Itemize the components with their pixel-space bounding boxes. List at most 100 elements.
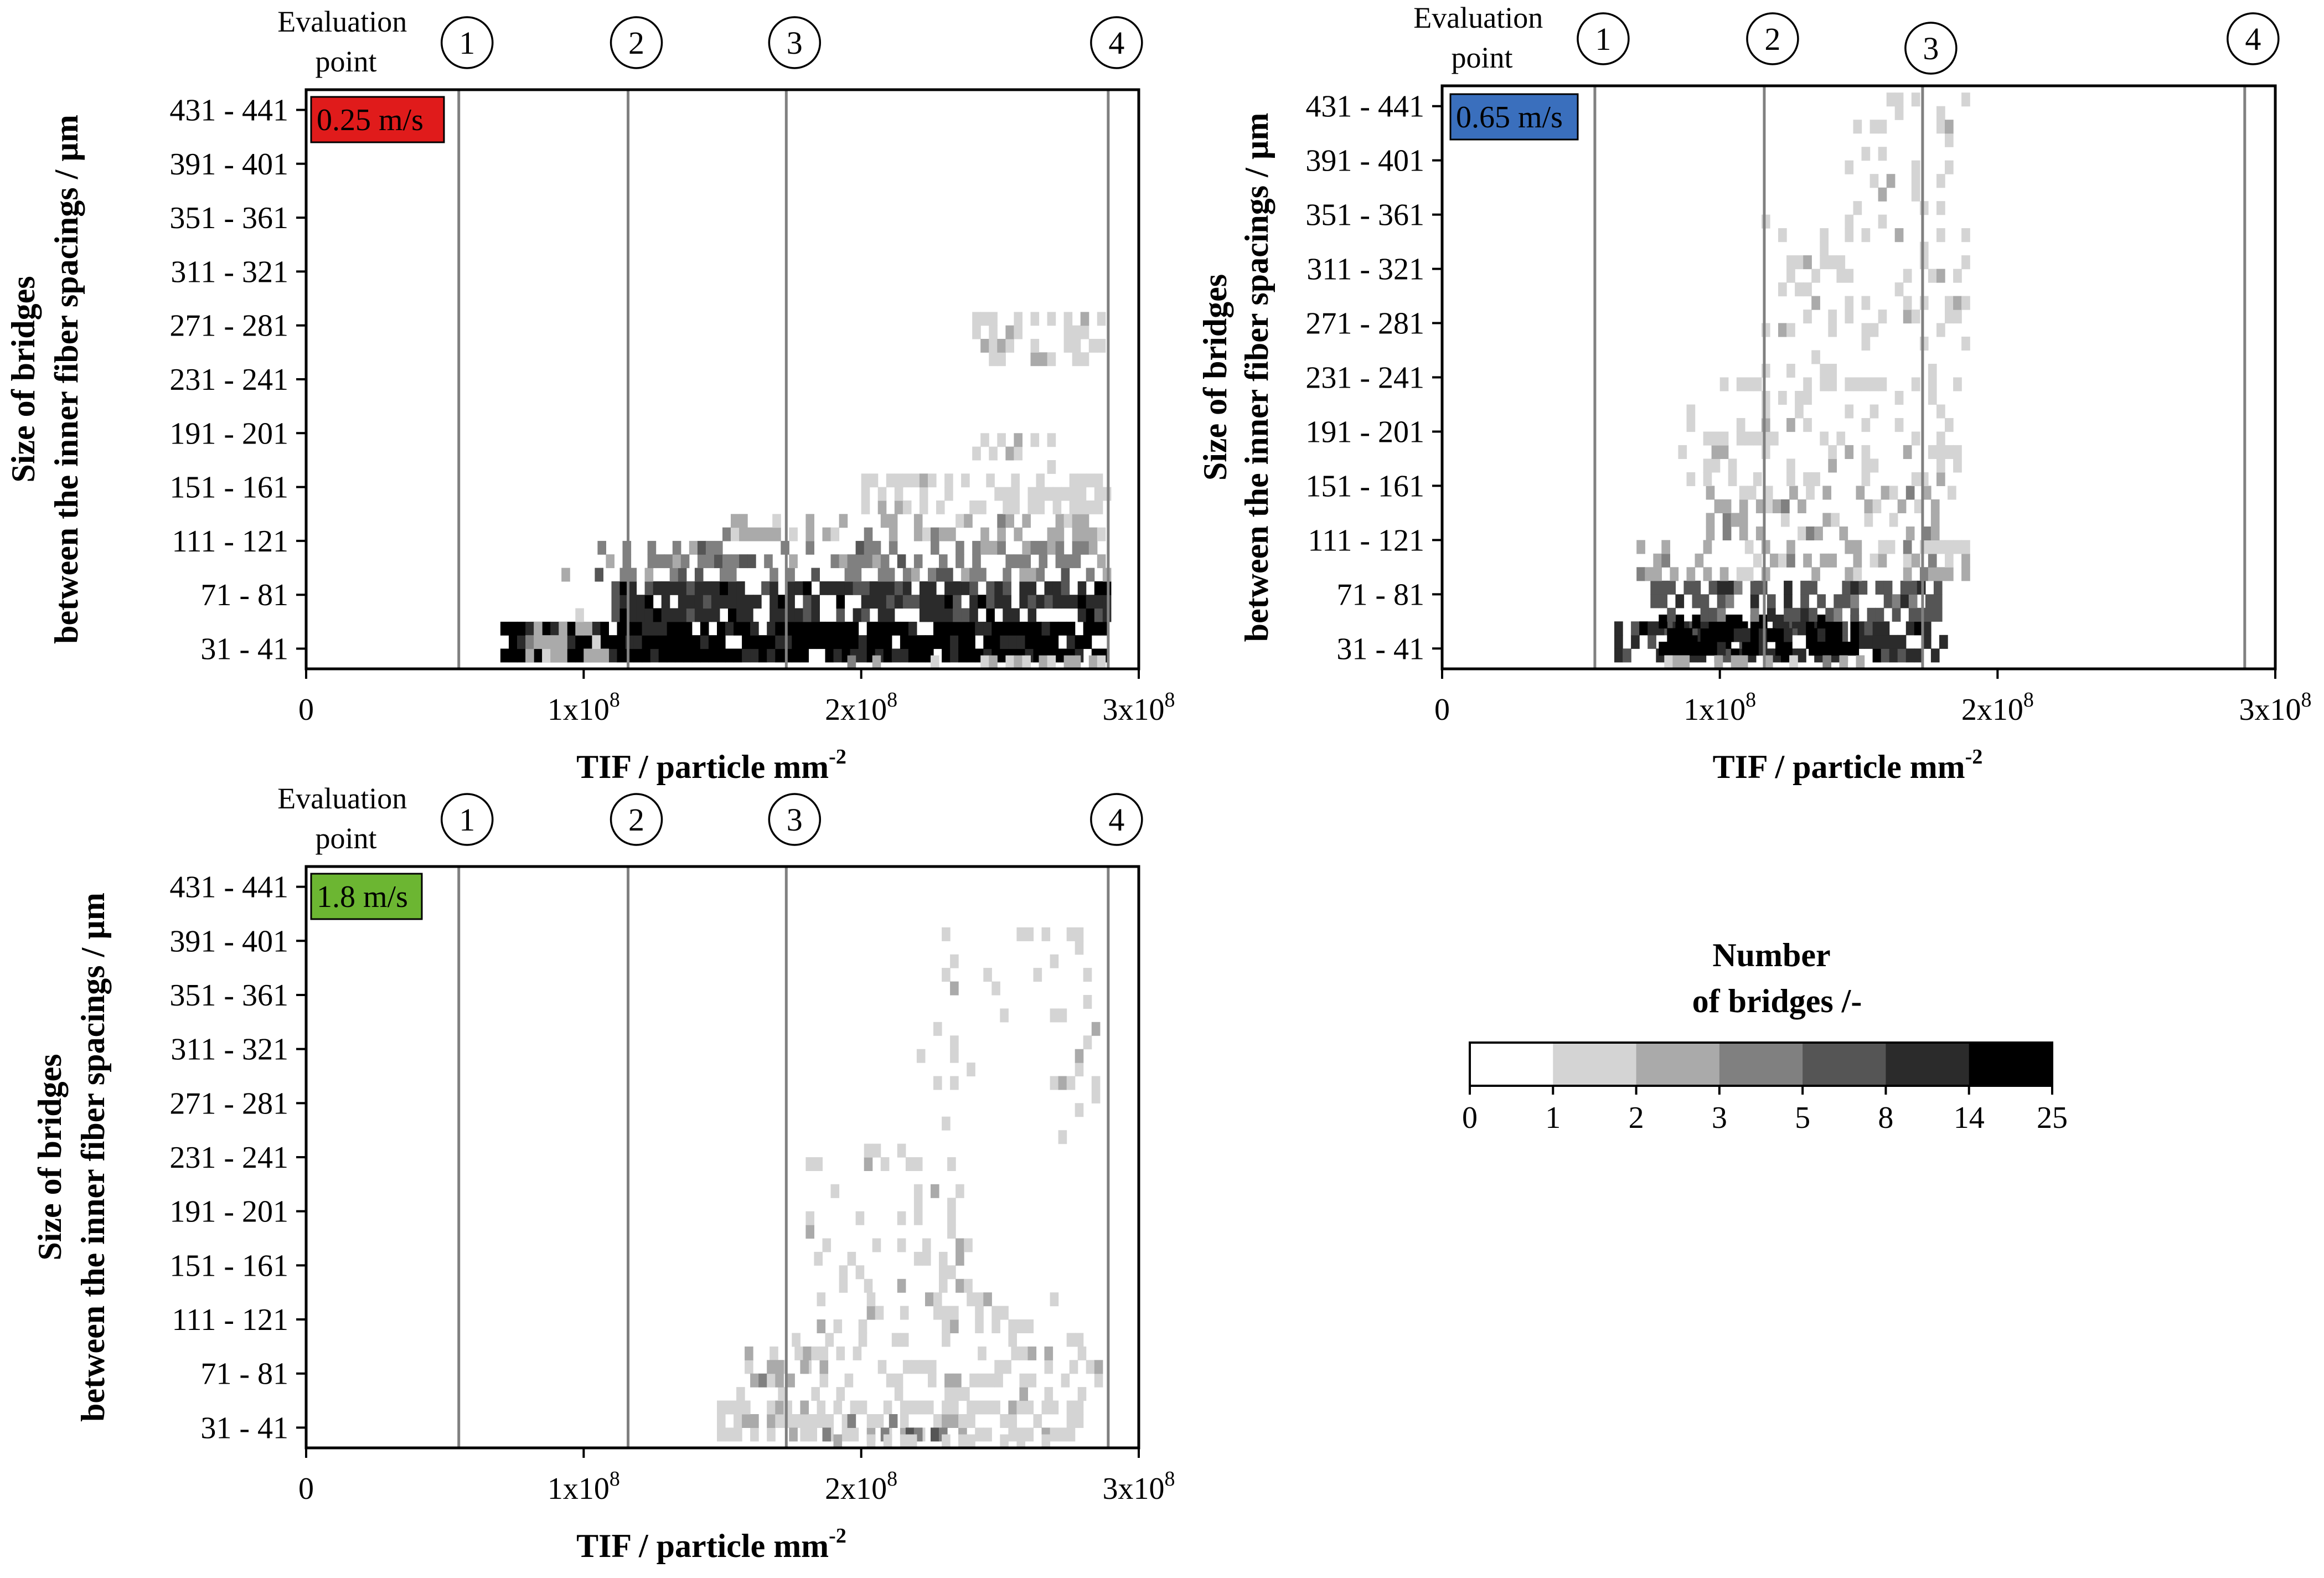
heatmap-cell xyxy=(1928,540,1937,554)
heatmap-cell xyxy=(1809,580,1817,595)
heatmap-cell xyxy=(1864,513,1873,527)
heatmap-cell xyxy=(597,540,606,555)
heatmap-cell xyxy=(1911,174,1920,188)
y-axis-title-line1: Size of bridges xyxy=(5,276,42,482)
x-tick-exponent: 8 xyxy=(2023,688,2034,711)
heatmap-cell xyxy=(606,554,614,569)
heatmap-cell xyxy=(1667,607,1676,622)
heatmap-cell xyxy=(1795,282,1804,297)
heatmap-cell xyxy=(1052,581,1062,595)
heatmap-cell xyxy=(1016,635,1025,649)
heatmap-cell xyxy=(1820,377,1829,391)
heatmap-cell xyxy=(1631,635,1640,649)
y-tick-label: 31 - 41 xyxy=(200,1411,288,1445)
heatmap-cell xyxy=(1039,655,1048,669)
heatmap-cell xyxy=(1016,927,1025,941)
heatmap-cell xyxy=(1061,1373,1070,1388)
heatmap-cell xyxy=(991,635,1000,649)
heatmap-cell xyxy=(947,1265,956,1280)
heatmap-cell xyxy=(628,595,637,609)
heatmap-cell xyxy=(1828,377,1837,391)
heatmap-cell xyxy=(1047,540,1056,555)
heatmap-cell xyxy=(783,621,792,636)
heatmap-cell xyxy=(994,1373,1003,1388)
heatmap-cell xyxy=(902,568,912,582)
heatmap-cell xyxy=(814,1251,823,1266)
heatmap-cell xyxy=(1097,527,1106,542)
evaluation-point-label: Evaluation point xyxy=(1413,1,1550,74)
heatmap-cell xyxy=(1041,1400,1051,1415)
heatmap-cell xyxy=(1086,608,1095,622)
heatmap-cell xyxy=(850,1427,859,1442)
heatmap-cell xyxy=(889,527,898,542)
x-axis-title-text: TIF / particle mm xyxy=(576,1528,829,1564)
heatmap-cell xyxy=(717,648,726,663)
heatmap-cell xyxy=(725,1427,734,1442)
heatmap-cell xyxy=(833,635,843,649)
heatmap-cell xyxy=(1027,595,1037,609)
heatmap-cell xyxy=(1019,1346,1028,1360)
heatmap-cell xyxy=(1072,352,1081,367)
heatmap-cell xyxy=(978,500,987,514)
heatmap-cell xyxy=(950,635,959,649)
y-tick-label: 31 - 41 xyxy=(200,632,288,667)
evaluation-marker-circle xyxy=(610,793,663,846)
heatmap-cell xyxy=(872,1238,881,1252)
heatmap-cell xyxy=(525,648,534,663)
x-tick-label: 1x108 xyxy=(548,1467,620,1506)
heatmap-cell xyxy=(1055,527,1065,542)
evaluation-marker-label: 3 xyxy=(787,802,803,838)
heatmap-cell xyxy=(944,595,953,609)
heatmap-cell xyxy=(1820,241,1829,256)
heatmap-cell xyxy=(1828,553,1837,568)
heatmap-cell xyxy=(986,1373,995,1388)
evaluation-marker-label: 4 xyxy=(1108,802,1124,838)
heatmap-cell xyxy=(975,1427,984,1442)
heatmap-cell xyxy=(947,1211,956,1225)
heatmap-cell xyxy=(1066,1333,1076,1347)
heatmap-cell xyxy=(1828,445,1837,459)
heatmap-cell xyxy=(1869,404,1879,419)
heatmap-cell xyxy=(989,325,998,339)
heatmap-cell xyxy=(567,648,576,663)
heatmap-cell xyxy=(675,648,684,663)
heatmap-cell xyxy=(1011,473,1020,488)
heatmap-cell xyxy=(1903,445,1912,459)
heatmap-cell xyxy=(817,635,826,649)
heatmap-cell xyxy=(1784,594,1793,608)
heatmap-cell xyxy=(1030,433,1040,447)
heatmap-cell xyxy=(902,500,912,514)
y-tick-label: 151 - 161 xyxy=(1305,469,1424,503)
heatmap-cell xyxy=(1003,595,1011,609)
heatmap-cell xyxy=(975,1306,984,1320)
heatmap-cell xyxy=(1878,377,1887,391)
heatmap-cell xyxy=(550,621,559,636)
heatmap-cell xyxy=(1809,607,1817,622)
heatmap-cell xyxy=(836,608,845,622)
y-tick-label: 311 - 321 xyxy=(171,255,288,289)
heatmap-cell xyxy=(1853,553,1862,568)
heatmap-cell xyxy=(1091,1089,1101,1103)
heatmap-cell xyxy=(1094,487,1103,501)
heatmap-cell xyxy=(1842,642,1851,656)
heatmap-cell xyxy=(877,487,887,501)
heatmap-cell xyxy=(1858,580,1868,595)
heatmap-cell xyxy=(619,568,629,582)
heatmap-cell xyxy=(961,1387,970,1401)
heatmap-cell xyxy=(1711,431,1721,446)
heatmap-cell xyxy=(1014,312,1022,326)
heatmap-cell xyxy=(1795,404,1804,419)
heatmap-cell xyxy=(1099,621,1109,636)
heatmap-cell xyxy=(786,608,795,622)
heatmap-cell xyxy=(953,1373,962,1388)
heatmap-cell xyxy=(1066,1414,1076,1428)
colorbar-swatch xyxy=(1636,1043,1720,1086)
heatmap-cell xyxy=(1050,954,1059,968)
heatmap-cell xyxy=(1719,567,1729,581)
heatmap-cell xyxy=(825,1333,834,1347)
heatmap-cell xyxy=(1809,628,1817,642)
heatmap-cell xyxy=(769,595,778,609)
heatmap-cell xyxy=(942,927,951,941)
heatmap-cell xyxy=(1936,458,1945,473)
